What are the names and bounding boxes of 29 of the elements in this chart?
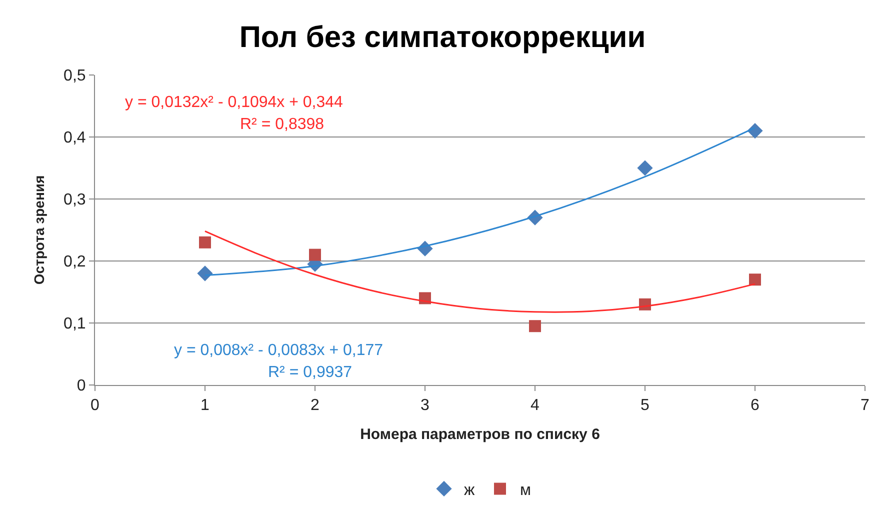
point	[309, 248, 321, 261]
x-tick-label: 4	[530, 397, 540, 414]
annotation: R² = 0,8398	[240, 116, 324, 133]
x-tick-label: 2	[310, 397, 320, 414]
y-tick-label: 0,2	[64, 254, 86, 271]
y-tick-label: 0	[76, 378, 86, 395]
y-axis-title: Острота зрения	[31, 175, 48, 285]
point	[749, 274, 761, 286]
y-tick-label: 0,4	[64, 130, 86, 147]
point	[197, 266, 213, 282]
x-axis-title: Номера параметров по списку 6	[360, 426, 600, 444]
y-tick-label: 0,1	[64, 316, 86, 333]
x-tick-label: 7	[860, 397, 870, 414]
point	[529, 320, 541, 332]
annotation: y = 0,0132x² - 0,1094x + 0,344	[125, 94, 344, 111]
x-tick-label: 6	[750, 397, 760, 414]
annotation: y = 0,008x² - 0,0083x + 0,177	[174, 342, 384, 359]
x-tick-label: 0	[90, 397, 100, 414]
x-tick-label: 1	[200, 397, 210, 414]
x-tick-label: 3	[420, 397, 430, 414]
annotation: R² = 0,9937	[268, 364, 352, 381]
y-tick-label: 0,3	[64, 192, 86, 209]
legend-label: м	[520, 482, 531, 499]
y-tick-label: 0,5	[64, 68, 86, 85]
x-tick-label: 5	[640, 397, 650, 414]
point	[199, 236, 211, 248]
chart-title: Пол без симпатокоррекции	[239, 20, 646, 54]
legend-label: ж	[464, 482, 475, 499]
point	[637, 160, 653, 176]
